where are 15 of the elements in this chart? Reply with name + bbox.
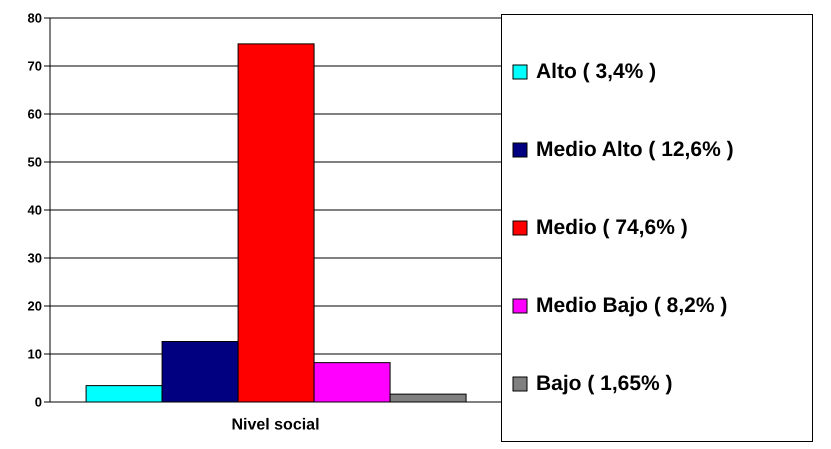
y-tick-label: 50 [28, 154, 42, 170]
legend-label: Medio Bajo ( 8,2% ) [536, 294, 728, 318]
legend-label: Medio Alto ( 12,6% ) [536, 138, 734, 162]
y-tick-label: 60 [28, 106, 42, 122]
y-tick-label: 30 [28, 250, 42, 266]
y-tick-label: 0 [34, 394, 42, 410]
y-tick-label: 70 [28, 58, 42, 74]
x-tick-label: Nivel social [231, 416, 320, 434]
y-tick-label: 20 [28, 298, 42, 314]
y-tick-label: 80 [28, 10, 42, 26]
y-tick-label: 40 [28, 202, 42, 218]
legend-label: Medio ( 74,6% ) [536, 216, 688, 240]
legend-label: Bajo ( 1,65% ) [536, 372, 673, 396]
legend-label: Alto ( 3,4% ) [536, 60, 656, 84]
y-tick-label: 10 [28, 346, 42, 362]
